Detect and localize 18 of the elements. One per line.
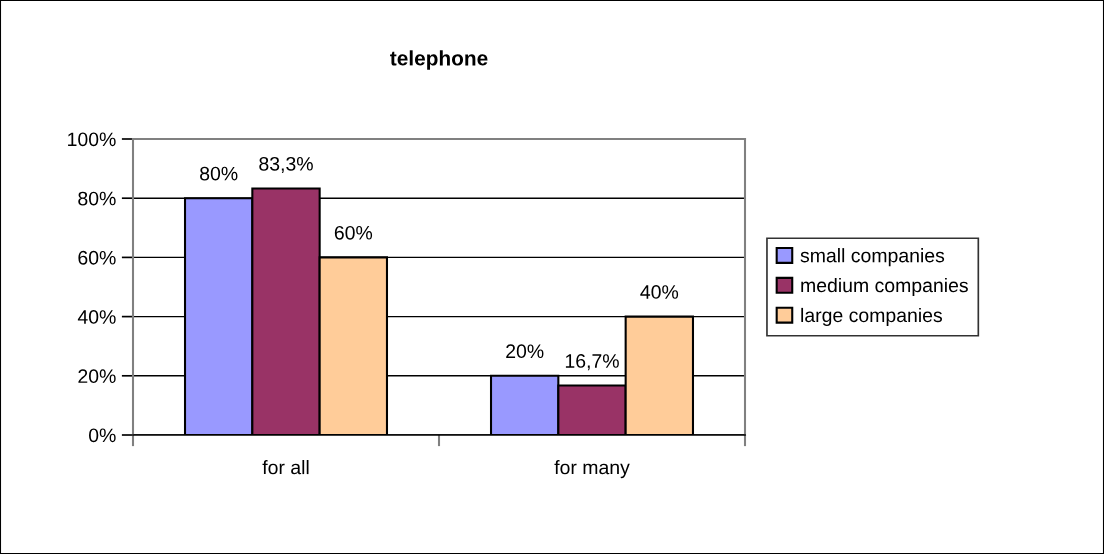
data-label: 40% [640,285,679,299]
y-tick-label: 20% [78,369,116,384]
data-label: 60% [334,225,373,240]
data-label: 20% [506,344,544,359]
y-tick-label: 100% [68,132,116,147]
data-label: 16,7% [565,354,619,371]
legend-label: medium companies [801,277,968,297]
x-tick-label: for all [262,460,309,475]
legend-label: small companies [800,248,945,267]
x-tick-label: for many [554,460,630,479]
y-tick-label: 60% [78,250,116,265]
y-tick-label: 80% [78,191,116,206]
chart-title: telephone [390,50,488,70]
y-tick-label: 0% [88,428,116,443]
legend-label: large companies [801,307,942,327]
data-label: 83,3% [259,156,313,173]
data-label: 80% [200,166,238,181]
y-tick-label: 40% [77,310,116,324]
